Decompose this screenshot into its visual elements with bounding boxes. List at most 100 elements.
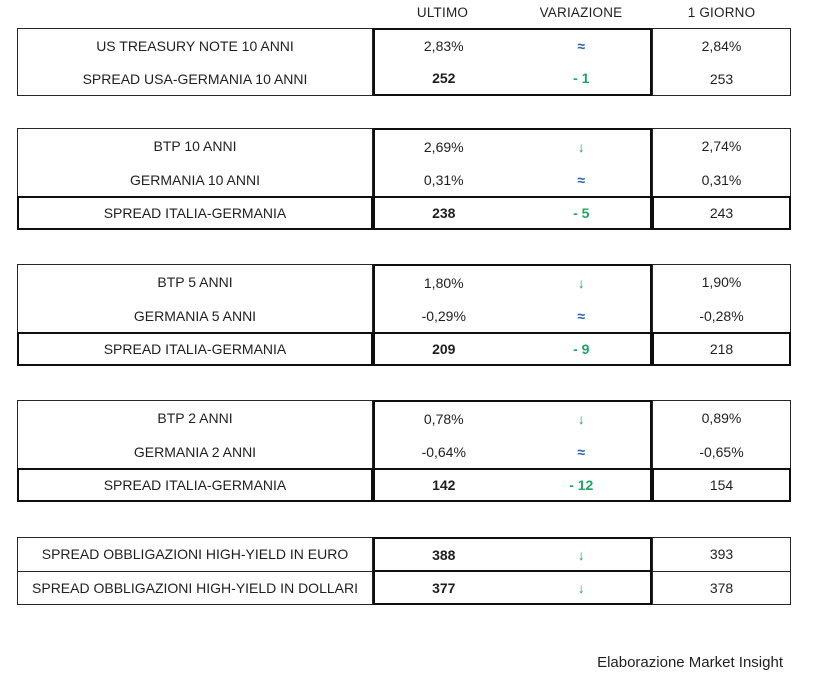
ultimo-variazione-box: 0,78% ↓ -0,64% ≈: [373, 400, 652, 470]
ultimo-value: -0,29%: [421, 307, 466, 324]
table-row: 388 ↓: [375, 539, 650, 572]
giorno-value: 378: [709, 579, 734, 596]
table-row: 2,83% ≈: [375, 30, 650, 62]
table-btp-10-anni: BTP 10 ANNI GERMANIA 10 ANNI 2,69% ↓ 0,3…: [17, 128, 791, 230]
label-cell: BTP 2 ANNI: [157, 410, 233, 426]
table-row: 0,31% ≈: [375, 163, 650, 196]
variazione-delta: - 1: [573, 70, 590, 86]
label-box: US TREASURY NOTE 10 ANNI SPREAD USA-GERM…: [17, 28, 373, 96]
approx-equal-icon: ≈: [577, 38, 586, 54]
label-cell: GERMANIA 5 ANNI: [133, 308, 257, 324]
table-row: 2,69% ↓: [375, 130, 650, 163]
ultimo-value: 1,80%: [423, 274, 464, 291]
ultimo-value: 388: [432, 546, 456, 563]
table-row: -0,29% ≈: [375, 299, 650, 332]
label-cell: BTP 5 ANNI: [157, 274, 233, 290]
ultimo-value: 377: [432, 579, 456, 596]
table-row: 0,78% ↓: [375, 402, 650, 435]
ultimo-value: 2,83%: [423, 38, 464, 54]
ultimo-variazione-box: 2,69% ↓ 0,31% ≈: [373, 128, 652, 198]
approx-equal-icon: ≈: [577, 171, 586, 188]
table-row-group: BTP 10 ANNI GERMANIA 10 ANNI 2,69% ↓ 0,3…: [17, 128, 791, 198]
giorno-value: -0,65%: [699, 444, 744, 460]
ultimo-variazione-box: 1,80% ↓ -0,29% ≈: [373, 264, 652, 334]
column-header-1-giorno: 1 GIORNO: [687, 4, 756, 20]
label-box: SPREAD ITALIA-GERMANIA: [17, 332, 373, 366]
giorno-box: 0,89% -0,65%: [652, 400, 791, 470]
table-row: 142 - 12: [375, 470, 650, 500]
giorno-box: 2,74% 0,31%: [652, 128, 791, 198]
down-arrow-icon: ↓: [577, 579, 585, 596]
giorno-value: 1,90%: [701, 274, 742, 290]
down-arrow-icon: ↓: [577, 274, 585, 291]
ultimo-value: 0,78%: [423, 410, 464, 427]
giorno-value: 0,89%: [701, 410, 742, 426]
label-cell: US TREASURY NOTE 10 ANNI: [96, 37, 294, 54]
spread-row: SPREAD ITALIA-GERMANIA 142 - 12 154: [17, 468, 791, 502]
ultimo-value: 238: [432, 205, 456, 221]
table-btp-2-anni: BTP 2 ANNI GERMANIA 2 ANNI 0,78% ↓ -0,64…: [17, 400, 791, 502]
ultimo-variazione-box: 2,83% ≈ 252 - 1: [373, 28, 652, 96]
table-row: 209 - 9: [375, 334, 650, 364]
label-box: BTP 5 ANNI GERMANIA 5 ANNI: [17, 264, 373, 334]
label-box: SPREAD OBBLIGAZIONI HIGH-YIELD IN EURO S…: [17, 537, 373, 605]
label-cell: GERMANIA 2 ANNI: [133, 444, 257, 460]
label-box: SPREAD ITALIA-GERMANIA: [17, 468, 373, 502]
label-cell: SPREAD ITALIA-GERMANIA: [103, 341, 287, 357]
giorno-value: 2,74%: [701, 138, 742, 154]
ultimo-variazione-box: 142 - 12: [373, 468, 652, 502]
spread-row: SPREAD ITALIA-GERMANIA 209 - 9 218: [17, 332, 791, 366]
label-cell: SPREAD ITALIA-GERMANIA: [103, 477, 287, 493]
approx-equal-icon: ≈: [577, 307, 586, 324]
table-high-yield-spreads: SPREAD OBBLIGAZIONI HIGH-YIELD IN EURO S…: [17, 537, 791, 605]
footer-credit: Elaborazione Market Insight: [597, 654, 783, 671]
label-cell: SPREAD ITALIA-GERMANIA: [103, 205, 287, 221]
ultimo-value: 142: [432, 477, 456, 493]
giorno-value: 253: [709, 70, 734, 87]
table-row-group: BTP 5 ANNI GERMANIA 5 ANNI 1,80% ↓ -0,29…: [17, 264, 791, 334]
ultimo-variazione-box: 209 - 9: [373, 332, 652, 366]
ultimo-value: -0,64%: [421, 443, 466, 460]
table-row: 1,80% ↓: [375, 266, 650, 299]
label-box: BTP 10 ANNI GERMANIA 10 ANNI: [17, 128, 373, 198]
column-header-ultimo: ULTIMO: [416, 4, 469, 20]
label-cell: BTP 10 ANNI: [153, 138, 237, 154]
approx-equal-icon: ≈: [577, 443, 586, 460]
label-cell: SPREAD USA-GERMANIA 10 ANNI: [82, 70, 308, 87]
giorno-box: 393 378: [652, 537, 791, 605]
ultimo-value: 209: [432, 341, 456, 357]
giorno-box: 243: [652, 196, 791, 230]
ultimo-value: 0,31%: [423, 171, 464, 188]
ultimo-variazione-box: 388 ↓ 377 ↓: [373, 537, 652, 605]
ultimo-value: 2,69%: [423, 138, 464, 155]
table-row: -0,64% ≈: [375, 435, 650, 468]
variazione-delta: - 12: [569, 477, 594, 493]
down-arrow-icon: ↓: [577, 546, 585, 563]
column-header-variazione: VARIAZIONE: [539, 4, 623, 20]
table-us-treasury-10-anni: US TREASURY NOTE 10 ANNI SPREAD USA-GERM…: [17, 28, 791, 96]
spread-row: SPREAD ITALIA-GERMANIA 238 - 5 243: [17, 196, 791, 230]
table-btp-5-anni: BTP 5 ANNI GERMANIA 5 ANNI 1,80% ↓ -0,29…: [17, 264, 791, 366]
down-arrow-icon: ↓: [577, 138, 585, 155]
ultimo-value: 252: [432, 70, 456, 86]
label-cell: SPREAD OBBLIGAZIONI HIGH-YIELD IN DOLLAR…: [32, 579, 358, 596]
giorno-box: 1,90% -0,28%: [652, 264, 791, 334]
ultimo-variazione-box: 238 - 5: [373, 196, 652, 230]
giorno-box: 2,84% 253: [652, 28, 791, 96]
label-cell: SPREAD OBBLIGAZIONI HIGH-YIELD IN EURO: [18, 538, 372, 572]
label-box: BTP 2 ANNI GERMANIA 2 ANNI: [17, 400, 373, 470]
down-arrow-icon: ↓: [577, 410, 585, 427]
table-row: 377 ↓: [375, 572, 650, 603]
giorno-value: 154: [709, 477, 734, 493]
table-row-group: US TREASURY NOTE 10 ANNI SPREAD USA-GERM…: [17, 28, 791, 96]
giorno-box: 218: [652, 332, 791, 366]
table-row-group: SPREAD OBBLIGAZIONI HIGH-YIELD IN EURO S…: [17, 537, 791, 605]
giorno-value: -0,28%: [699, 308, 744, 324]
giorno-value: 243: [709, 205, 734, 221]
giorno-value: 393: [653, 538, 790, 572]
giorno-value: 2,84%: [701, 37, 742, 54]
table-row-group: BTP 2 ANNI GERMANIA 2 ANNI 0,78% ↓ -0,64…: [17, 400, 791, 470]
giorno-box: 154: [652, 468, 791, 502]
table-row: 252 - 1: [375, 62, 650, 94]
